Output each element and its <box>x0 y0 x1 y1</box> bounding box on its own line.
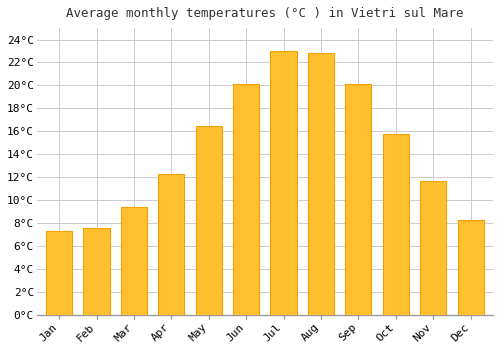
Bar <box>308 53 334 315</box>
Bar <box>121 207 147 315</box>
Bar <box>346 84 372 315</box>
Bar <box>158 174 184 315</box>
Bar <box>46 231 72 315</box>
Bar <box>382 134 409 315</box>
Bar <box>458 219 483 315</box>
Bar <box>84 228 110 315</box>
Bar <box>270 51 296 315</box>
Bar <box>233 84 260 315</box>
Bar <box>196 126 222 315</box>
Bar <box>420 181 446 315</box>
Title: Average monthly temperatures (°C ) in Vietri sul Mare: Average monthly temperatures (°C ) in Vi… <box>66 7 464 20</box>
